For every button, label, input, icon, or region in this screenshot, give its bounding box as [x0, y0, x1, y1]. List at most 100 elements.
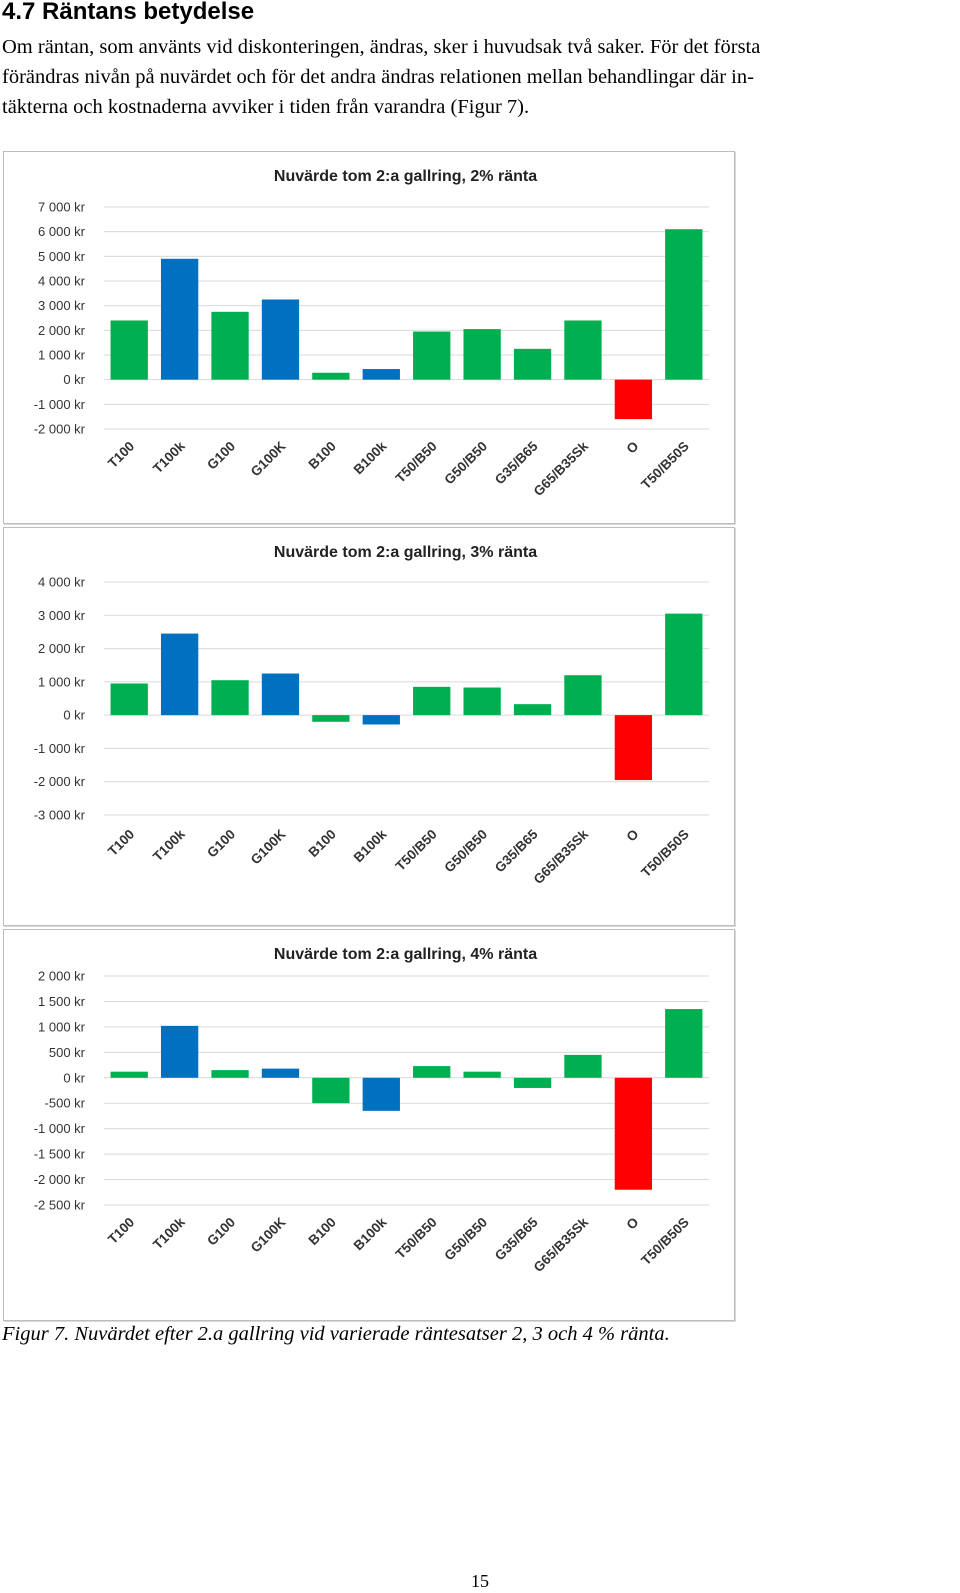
bar-t100	[110, 1071, 148, 1078]
x-tick-label: T100k	[150, 438, 188, 476]
x-tick-label: T50/B50	[393, 827, 440, 874]
bar-t100k	[160, 1025, 199, 1078]
x-tick-label: O	[623, 439, 641, 457]
x-tick-label: G100	[204, 827, 238, 861]
y-tick-label: 1 500 kr	[38, 994, 86, 1009]
x-tick-label: T100k	[150, 1214, 188, 1252]
bar-g50-b50	[463, 329, 501, 380]
bar-g100k	[261, 1068, 300, 1078]
bar-g100	[211, 680, 249, 716]
x-tick-label: G65/B35Sk	[531, 1214, 592, 1275]
y-tick-label: 1 000 kr	[38, 674, 86, 689]
bar-t100	[110, 683, 148, 716]
x-tick-label: G50/B50	[441, 1215, 490, 1264]
bar-t50-b50	[413, 1066, 451, 1078]
chart-title: Nuvärde tom 2:a gallring, 3% ränta	[274, 544, 537, 561]
chart-svg: Nuvärde tom 2:a gallring, 4% ränta 2 000 …	[34, 946, 709, 1275]
x-tick-label: T50/B50S	[638, 827, 692, 881]
x-tick-label: G100	[204, 439, 238, 473]
y-tick-label: 3 000 kr	[38, 608, 86, 623]
chart-svg: Nuvärde tom 2:a gallring, 2% ränta 7 000 …	[34, 168, 709, 499]
x-tick-label: T100k	[150, 826, 188, 864]
y-tick-label: -1 000 kr	[34, 1121, 86, 1136]
y-tick-label: -3 000 kr	[34, 808, 86, 823]
y-tick-label: 2 000 kr	[38, 969, 86, 984]
figure-caption: Figur 7. Nuvärdet efter 2.a gallring vid…	[2, 1323, 670, 1345]
bar-g35-b65	[513, 704, 552, 716]
bar-g35-b65	[513, 1077, 552, 1088]
x-tick-label: T50/B50S	[638, 1215, 692, 1269]
x-tick-label: O	[623, 827, 641, 845]
page-number: 15	[471, 1571, 489, 1591]
y-tick-label: 0 kr	[63, 708, 85, 723]
x-tick-label: T100	[105, 1215, 137, 1247]
bar-g65-b35sk	[564, 675, 602, 716]
bar-b100	[312, 715, 350, 722]
bar-t50-b50	[413, 331, 451, 380]
y-tick-label: 5 000 kr	[38, 249, 86, 264]
x-tick-label: T100	[105, 439, 137, 471]
paragraph-line-3: täkterna och kostnaderna avviker i tiden…	[2, 96, 530, 118]
chart-title: Nuvärde tom 2:a gallring, 2% ränta	[274, 168, 537, 185]
chart-3-percent: Nuvärde tom 2:a gallring, 3% ränta 4 000 …	[3, 527, 735, 926]
y-tick-label: 4 000 kr	[38, 575, 86, 590]
chart-2-percent: Nuvärde tom 2:a gallring, 2% ränta 7 000 …	[3, 151, 735, 524]
x-tick-label: T50/B50	[393, 439, 440, 486]
y-tick-label: -2 000 kr	[34, 774, 86, 789]
bar-g100	[211, 311, 249, 380]
x-tick-label: G100K	[248, 438, 289, 479]
bar-b100	[312, 372, 350, 380]
bar-o	[614, 715, 653, 781]
bar-b100k	[362, 369, 400, 380]
y-tick-label: 4 000 kr	[38, 274, 86, 289]
bar-g50-b50	[463, 1071, 501, 1078]
bar-g35-b65	[513, 348, 552, 380]
y-tick-label: -1 500 kr	[34, 1147, 86, 1162]
x-tick-label: G100K	[248, 826, 289, 867]
bar-o	[614, 379, 653, 420]
chart-svg: Nuvärde tom 2:a gallring, 3% ränta 4 000 …	[34, 544, 709, 887]
y-tick-label: -2 000 kr	[34, 1172, 86, 1187]
y-tick-label: 1 000 kr	[38, 1019, 86, 1034]
bar-t100k	[160, 258, 199, 380]
paragraph-line-1: Om räntan, som använts vid diskonteringe…	[2, 36, 761, 58]
x-tick-label: T50/B50S	[638, 439, 692, 493]
x-tick-label: B100k	[351, 1214, 390, 1253]
bar-b100k	[362, 1077, 400, 1111]
x-tick-label: B100	[306, 1215, 339, 1248]
y-tick-label: 0 kr	[63, 372, 85, 387]
bar-b100	[312, 1077, 350, 1104]
x-tick-label: B100k	[351, 826, 390, 865]
bar-g100k	[261, 673, 300, 716]
bar-t100	[110, 320, 148, 380]
y-tick-label: 500 kr	[49, 1045, 86, 1060]
chart-4-percent: Nuvärde tom 2:a gallring, 4% ränta 2 000 …	[3, 929, 735, 1321]
bar-t50-b50	[413, 686, 451, 716]
x-tick-label: B100	[306, 439, 339, 472]
bar-g65-b35sk	[564, 1054, 602, 1078]
x-tick-label: O	[623, 1215, 641, 1233]
y-tick-label: 6 000 kr	[38, 224, 86, 239]
x-tick-label: G50/B50	[441, 439, 490, 488]
x-tick-label: G35/B65	[492, 438, 541, 487]
body-paragraph: Om räntan, som använts vid diskonteringe…	[2, 32, 954, 122]
chart-title: Nuvärde tom 2:a gallring, 4% ränta	[274, 946, 537, 963]
y-tick-label: 1 000 kr	[38, 348, 86, 363]
x-tick-label: G35/B65	[492, 826, 541, 875]
x-tick-label: B100k	[351, 438, 390, 477]
bar-t100k	[160, 633, 199, 716]
bar-t50-b50s	[665, 1009, 703, 1078]
y-tick-label: -1 000 kr	[34, 741, 86, 756]
bar-g50-b50	[463, 687, 501, 716]
section-heading: 4.7 Räntans betydelse	[2, 0, 255, 25]
bar-g65-b35sk	[564, 320, 602, 380]
y-tick-label: 3 000 kr	[38, 298, 86, 313]
x-tick-label: G35/B65	[492, 1214, 541, 1263]
y-tick-label: -1 000 kr	[34, 397, 86, 412]
y-tick-label: 0 kr	[63, 1070, 85, 1085]
x-tick-label: G65/B35Sk	[531, 826, 592, 887]
bar-g100	[211, 1070, 249, 1078]
x-tick-label: T100	[105, 827, 137, 859]
bar-b100k	[362, 715, 400, 725]
y-tick-label: -2 000 kr	[34, 422, 86, 437]
